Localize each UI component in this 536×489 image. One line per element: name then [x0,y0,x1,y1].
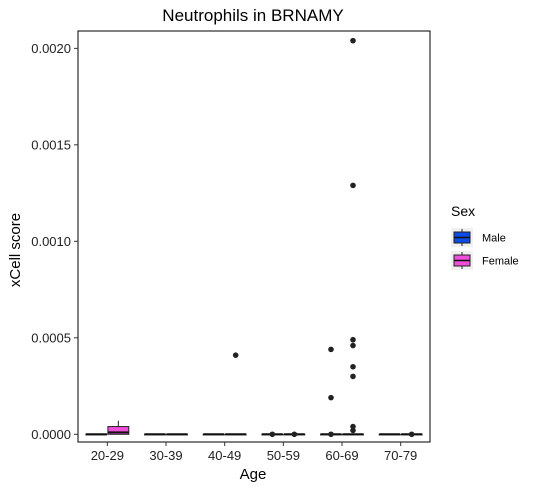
outlier-point [350,427,356,434]
x-tick-label: 40-49 [208,448,241,463]
outlier-point [328,431,334,438]
y-tick-label: 0.0020 [31,41,71,56]
y-tick-label: 0.0000 [31,427,71,442]
legend-label: Male [482,233,506,245]
x-tick-label: 50-59 [267,448,300,463]
x-axis: 20-29 30-39 40-49 50-59 60-69 70-79 [91,442,417,463]
y-axis-title: xCell score [7,213,24,287]
outlier-point [291,431,298,438]
legend-label: Female [482,256,519,268]
outlier-point [408,431,415,438]
outlier-point [328,346,334,353]
legend: Sex Male Female [451,203,519,270]
y-tick-label: 0.0015 [31,137,71,152]
x-axis-title: Age [240,466,267,483]
outlier-point [350,342,356,349]
outlier-point [350,423,356,430]
plot-panel-border [77,30,431,443]
outlier-point [328,394,334,401]
outlier-point [269,431,276,438]
y-tick-label: 0.0005 [31,330,71,345]
box [107,426,130,435]
x-tick-label: 30-39 [149,448,182,463]
outlier-point [350,363,356,370]
outlier-point [232,352,239,358]
outlier-point [350,37,356,44]
outlier-point [350,182,356,189]
boxes-layer [85,420,423,436]
x-tick-label: 70-79 [384,448,417,463]
chart-title: Neutrophils in BRNAMY [162,6,343,25]
outliers-layer [232,37,415,438]
legend-title: Sex [451,203,475,219]
outlier-point [350,336,356,343]
x-tick-label: 20-29 [91,448,124,463]
x-tick-label: 60-69 [325,448,358,463]
y-tick-label: 0.0010 [31,234,71,249]
outlier-point [350,373,356,380]
y-axis: 0.0000 0.0005 0.0010 0.0015 0.0020 [31,41,78,442]
